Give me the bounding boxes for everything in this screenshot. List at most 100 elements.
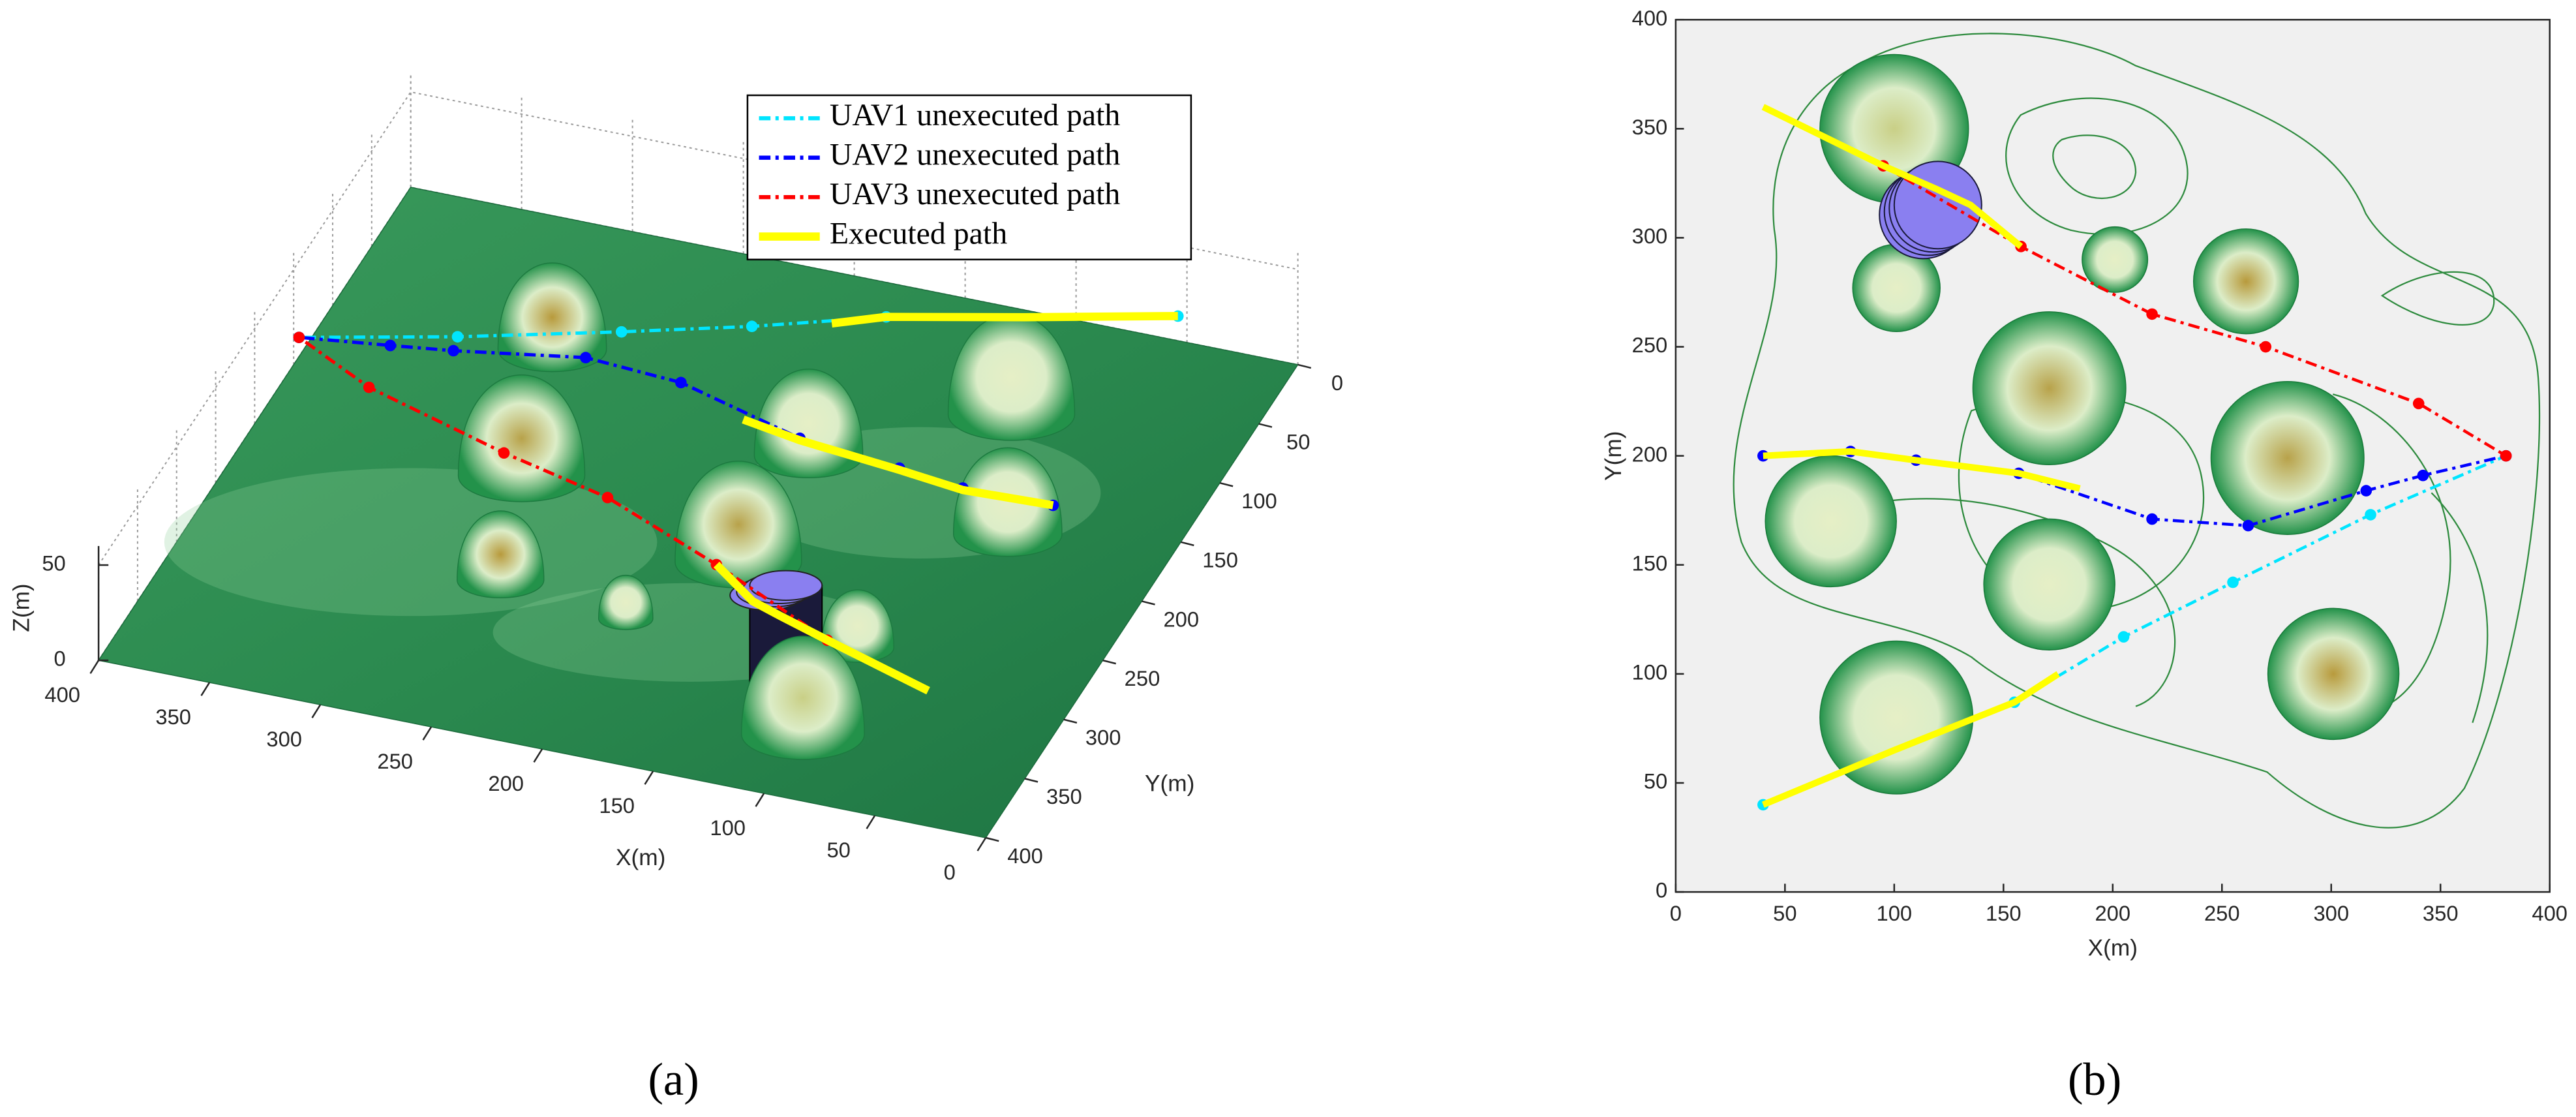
obstacle-dome bbox=[952, 447, 1063, 557]
obstacle-dome bbox=[457, 510, 545, 598]
y-tick-label: 100 bbox=[1632, 660, 1668, 684]
x-tick bbox=[200, 682, 211, 696]
waypoint bbox=[675, 376, 687, 389]
waypoint bbox=[447, 344, 459, 357]
y-tick-label: 250 bbox=[1125, 666, 1160, 690]
y-tick-label: 300 bbox=[1632, 224, 1668, 248]
z-tick-label: 0 bbox=[54, 647, 66, 671]
uav-path bbox=[299, 335, 1053, 507]
x-tick-label: 400 bbox=[2532, 901, 2568, 925]
y-tick bbox=[1297, 363, 1312, 369]
y-tick-label: 0 bbox=[1656, 878, 1667, 902]
waypoint bbox=[451, 331, 464, 343]
y-tick-label: 150 bbox=[1202, 548, 1238, 572]
waypoint bbox=[293, 331, 305, 343]
y-tick-label: 400 bbox=[1007, 844, 1043, 868]
x-tick-label: 150 bbox=[1986, 901, 2022, 925]
x-tick-label: 50 bbox=[826, 838, 850, 862]
x-tick-label: 400 bbox=[44, 682, 80, 707]
waypoint bbox=[2146, 513, 2158, 525]
y-tick-label: 350 bbox=[1632, 115, 1668, 139]
waypoint bbox=[746, 320, 758, 333]
y-tick bbox=[1063, 718, 1078, 724]
z-axis-label: Z(m) bbox=[9, 583, 35, 632]
waypoint bbox=[2227, 576, 2239, 589]
y-tick-label: 100 bbox=[1241, 489, 1277, 513]
obstacle-dome bbox=[740, 635, 865, 760]
waypoint bbox=[2365, 509, 2376, 521]
x-tick-label: 200 bbox=[2095, 901, 2130, 925]
x-tick-label: 100 bbox=[710, 816, 746, 840]
x-tick bbox=[866, 815, 876, 829]
y-axis-label: Y(m) bbox=[1601, 431, 1626, 480]
legend: UAV1 unexecuted path UAV2 unexecuted path… bbox=[746, 94, 1192, 261]
caption: (a) bbox=[648, 1054, 699, 1105]
obstacle-cylinder-top bbox=[749, 570, 823, 601]
contour bbox=[2005, 97, 2189, 236]
uav-path bbox=[1761, 104, 2081, 808]
x-tick bbox=[422, 726, 432, 741]
legend-label: UAV3 unexecuted path bbox=[830, 177, 1121, 211]
x-tick bbox=[533, 748, 543, 763]
contour bbox=[2380, 271, 2495, 326]
panel-a: 0 50 0 50 100 150 200 250 300 350 400 0 50 100 150 200 2… bbox=[9, 72, 1343, 884]
legend-box bbox=[746, 94, 1192, 261]
waypoint bbox=[580, 352, 592, 363]
obstacle bbox=[2192, 228, 2299, 335]
y-tick-label: 400 bbox=[1632, 6, 1668, 30]
x-axis-label: X(m) bbox=[2088, 936, 2138, 961]
waypoint bbox=[384, 339, 397, 352]
uav-path bbox=[713, 312, 1178, 695]
y-tick bbox=[1142, 600, 1155, 605]
y-axis-label: Y(m) bbox=[1145, 771, 1194, 797]
x-tick bbox=[89, 660, 100, 674]
contour bbox=[2052, 134, 2137, 199]
y-tick bbox=[1219, 482, 1234, 487]
obstacle bbox=[1765, 455, 1897, 588]
y-tick-label: 50 bbox=[1644, 769, 1667, 793]
waypoint bbox=[2360, 485, 2372, 497]
y-tick-label: 300 bbox=[1085, 726, 1121, 750]
y-tick-label: 0 bbox=[1331, 371, 1343, 395]
caption: (b) bbox=[2068, 1054, 2121, 1105]
x-tick-label: 350 bbox=[155, 705, 191, 729]
legend-label: Executed path bbox=[830, 217, 1007, 251]
x-tick bbox=[755, 793, 765, 807]
z-tick-label: 50 bbox=[42, 551, 65, 575]
uav-path bbox=[1882, 164, 2507, 457]
x-tick-label: 250 bbox=[2204, 901, 2240, 925]
waypoint bbox=[2260, 341, 2272, 353]
obstacle-dome bbox=[598, 575, 654, 630]
obstacle bbox=[2082, 226, 2149, 293]
obstacle bbox=[2210, 381, 2365, 535]
waypoint bbox=[2242, 519, 2254, 532]
y-tick bbox=[1102, 659, 1116, 665]
waypoint bbox=[615, 326, 628, 338]
x-tick-label: 100 bbox=[1877, 901, 1913, 925]
contour bbox=[1733, 33, 2541, 829]
obstacle bbox=[1972, 311, 2127, 465]
y-tick bbox=[985, 836, 999, 842]
obstacle-dome bbox=[457, 375, 586, 502]
waypoint bbox=[2117, 631, 2130, 643]
contour bbox=[2431, 492, 2489, 724]
panel-b: 0 50 100 150 200 250 300 350 400 0 50 100 150 200 250 3… bbox=[1601, 6, 2568, 961]
x-tick-label: 350 bbox=[2423, 901, 2459, 925]
x-tick bbox=[311, 704, 322, 718]
x-tick-label: 300 bbox=[2313, 901, 2349, 925]
y-tick bbox=[1180, 541, 1194, 547]
y-tick-label: 150 bbox=[1632, 551, 1668, 575]
waypoint bbox=[2500, 450, 2512, 462]
y-tick bbox=[1024, 778, 1038, 783]
uav-path bbox=[299, 314, 1178, 339]
x-axis-label: X(m) bbox=[616, 845, 665, 870]
x-tick-label: 50 bbox=[1773, 901, 1796, 925]
x-tick-label: 250 bbox=[377, 749, 413, 773]
y-tick-label: 50 bbox=[1286, 429, 1310, 453]
y-tick-label: 200 bbox=[1632, 442, 1668, 466]
waypoint bbox=[2146, 308, 2158, 320]
waypoint bbox=[2412, 397, 2425, 410]
x-tick-label: 0 bbox=[1670, 901, 1682, 925]
